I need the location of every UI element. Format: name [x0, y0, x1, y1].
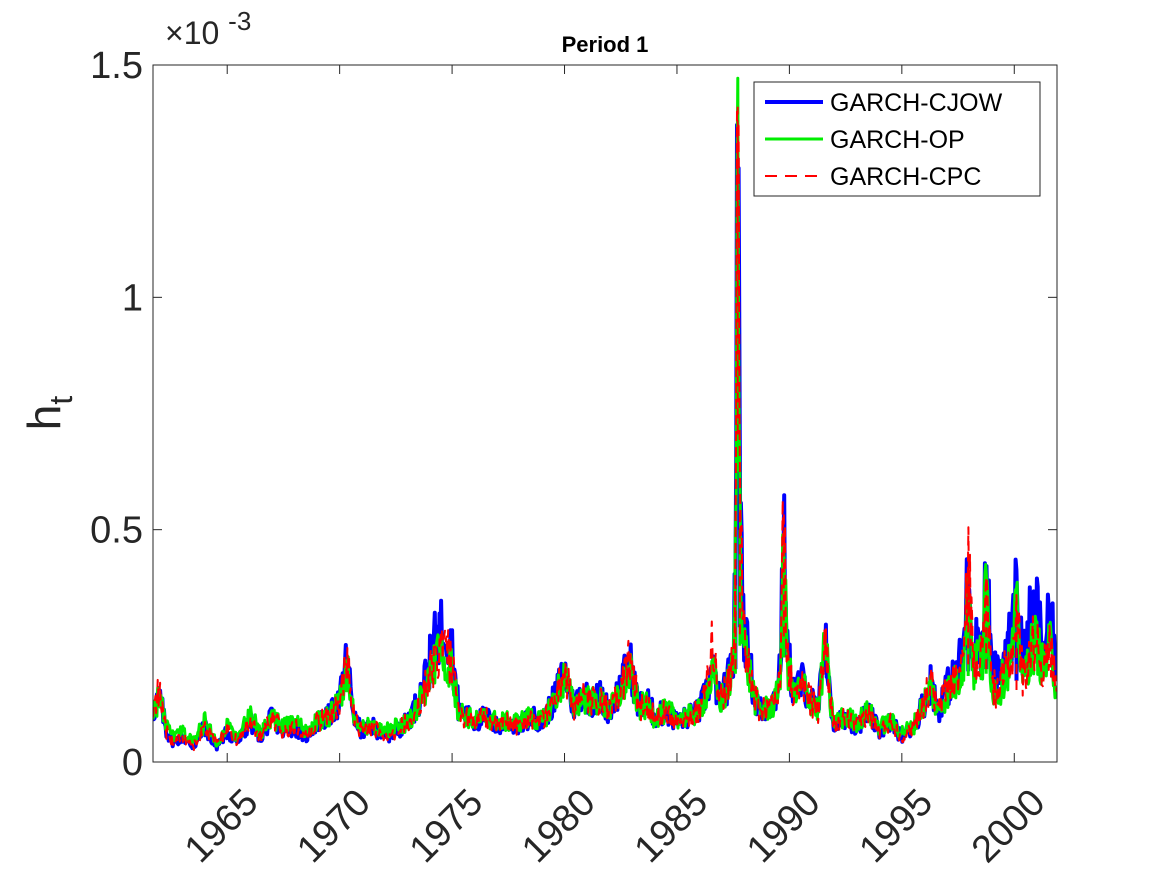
x-tick-label: 2000: [964, 781, 1053, 870]
y-axis-label-main: h: [18, 405, 70, 431]
legend-label-op: GARCH-OP: [830, 126, 965, 154]
y-tick-label: 0.5: [90, 510, 143, 552]
legend: GARCH-CJOW GARCH-OP GARCH-CPC: [753, 81, 1041, 197]
x-tick-label: 1995: [852, 781, 941, 870]
y-exponent-label: ×10 -3: [165, 6, 251, 51]
x-tick-label: 1975: [402, 781, 491, 870]
x-tick-label: 1965: [177, 781, 266, 870]
chart-title: Period 1: [562, 32, 649, 57]
y-exponent-base: ×10: [165, 15, 219, 51]
x-tick-label: 1985: [627, 781, 716, 870]
y-axis: 0 0.5 1 1.5: [90, 45, 1057, 784]
y-axis-label-subscript: t: [43, 396, 79, 405]
series-garch-cpc: [153, 106, 1057, 752]
y-axis-label: ht: [18, 396, 79, 431]
x-tick-label: 1970: [289, 781, 378, 870]
series-layer: [153, 76, 1057, 752]
y-tick-label: 1: [122, 277, 143, 319]
legend-label-cpc: GARCH-CPC: [830, 163, 981, 191]
x-tick-label: 1990: [739, 781, 828, 870]
y-tick-label: 0: [122, 742, 143, 784]
legend-label-cjow: GARCH-CJOW: [830, 89, 1003, 117]
y-tick-label: 1.5: [90, 45, 143, 87]
y-exponent-power: -3: [228, 6, 251, 36]
x-tick-label: 1980: [514, 781, 603, 870]
axes-box: [152, 64, 1058, 763]
